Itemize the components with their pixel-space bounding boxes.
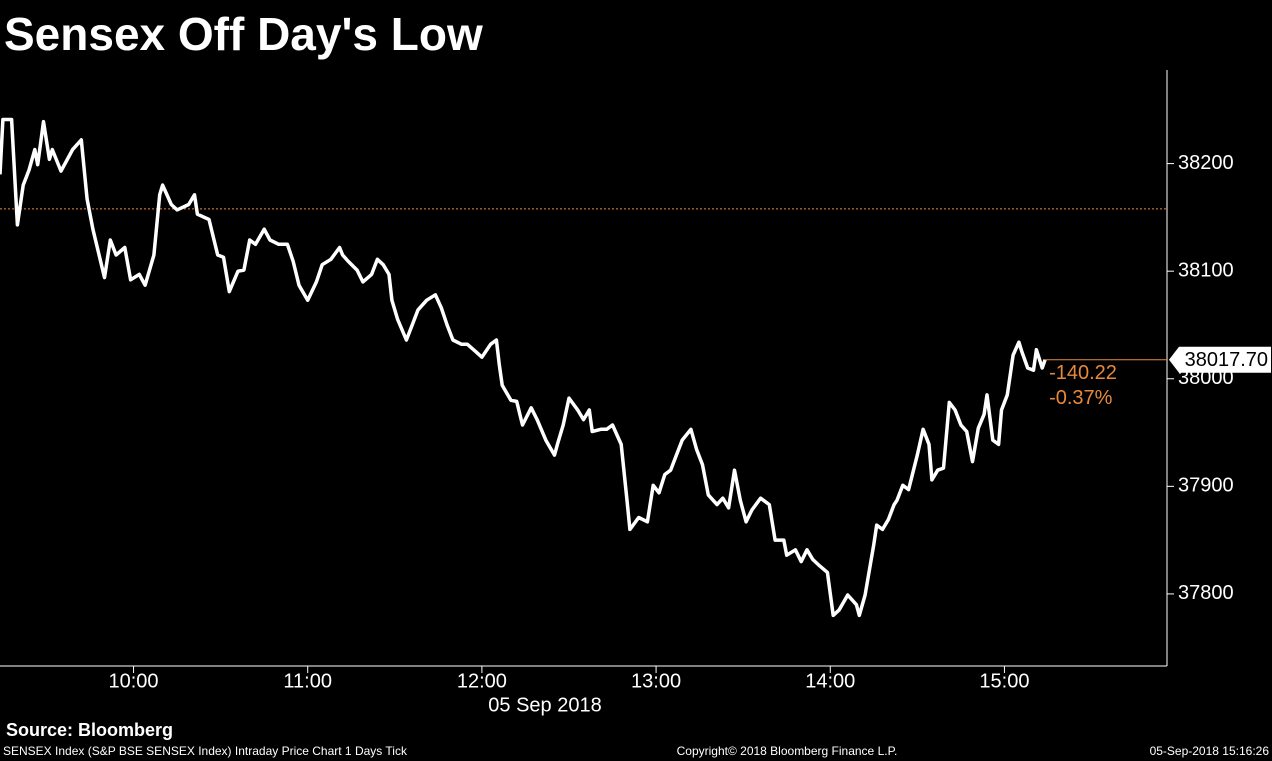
- x-tick-label: 10:00: [109, 670, 159, 692]
- y-tick-label: 38200: [1178, 152, 1234, 174]
- footer-center: Copyright© 2018 Bloomberg Finance L.P.: [677, 744, 898, 758]
- price-line: [0, 117, 1047, 618]
- x-tick-label: 15:00: [979, 670, 1029, 692]
- change-label: -140.22: [1049, 362, 1117, 384]
- x-tick-label: 12:00: [457, 670, 507, 692]
- y-tick-label: 38100: [1178, 259, 1234, 281]
- y-tick-label: 37900: [1178, 475, 1234, 497]
- last-value-label: 38017.70: [1185, 349, 1268, 371]
- footer-left: SENSEX Index (S&P BSE SENSEX Index) Intr…: [3, 744, 408, 758]
- x-tick-label: 14:00: [805, 670, 855, 692]
- last-value-box: [1169, 346, 1271, 373]
- footer-right: 05-Sep-2018 15:16:26: [1150, 744, 1270, 758]
- y-tick-label: 37800: [1178, 582, 1234, 604]
- source: Source: Bloomberg: [6, 720, 173, 740]
- change-pct-label: -0.37%: [1049, 387, 1113, 409]
- x-tick-label: 13:00: [631, 670, 681, 692]
- x-axis-label: 05 Sep 2018: [488, 694, 601, 716]
- x-tick-label: 11:00: [283, 670, 332, 692]
- chart-title: Sensex Off Day's Low: [4, 8, 483, 60]
